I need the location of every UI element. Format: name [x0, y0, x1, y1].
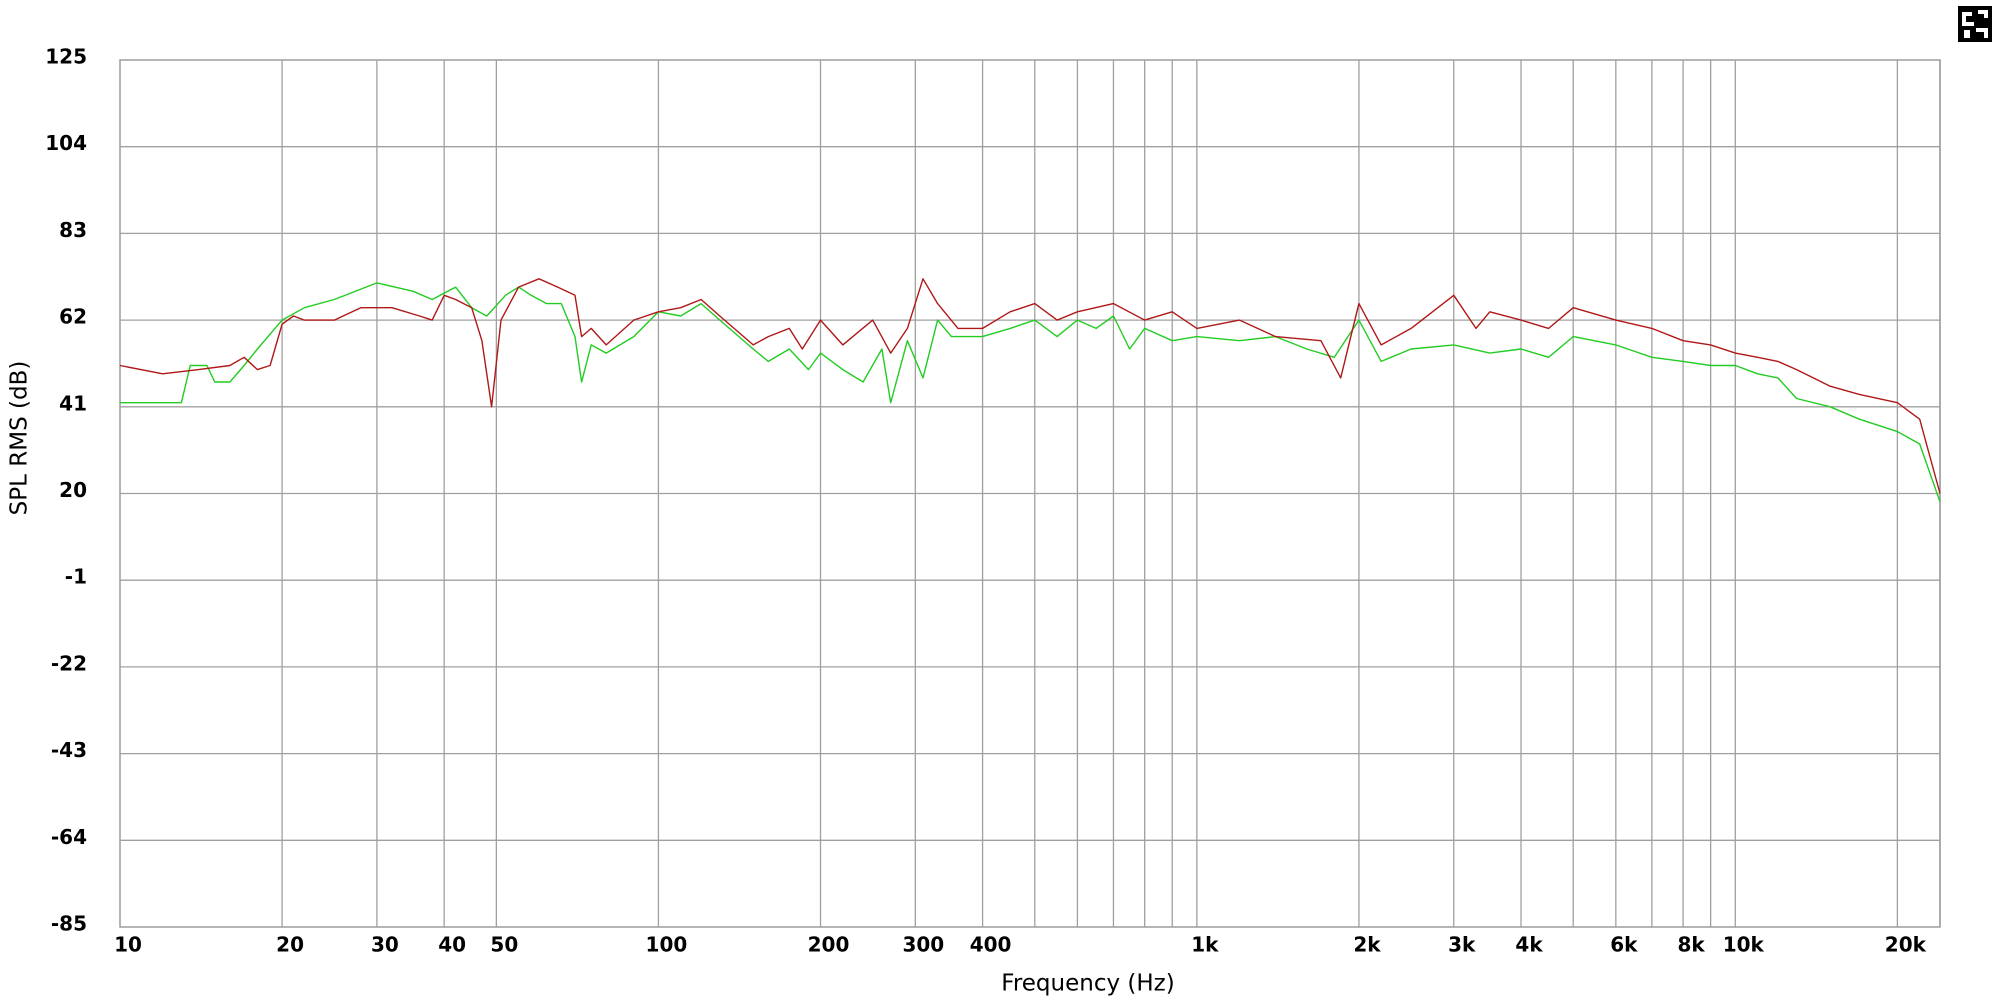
y-tick-label: -43 [51, 738, 87, 762]
y-tick-label: 104 [45, 131, 87, 155]
y-axis-title: SPL RMS (dB) [7, 361, 33, 516]
x-tick-label: 40 [438, 933, 466, 957]
y-tick-label: 41 [59, 391, 87, 415]
x-tick-label: 6k [1610, 933, 1638, 957]
y-tick-label: 83 [59, 218, 87, 242]
series-line [119, 278, 1941, 494]
x-tick-label: 2k [1353, 933, 1381, 957]
x-tick-label: 100 [646, 933, 688, 957]
x-tick-label: 20k [1885, 933, 1927, 957]
x-tick-label: 30 [371, 933, 399, 957]
corner-icon [1958, 6, 1992, 42]
series-line [120, 282, 1941, 503]
x-tick-label: 8k [1677, 933, 1705, 957]
y-tick-label: 62 [59, 305, 87, 329]
y-tick-label: 125 [45, 45, 87, 69]
y-tick-label: 20 [59, 478, 87, 502]
x-tick-label: 10k [1723, 933, 1765, 957]
y-tick-label: -85 [51, 912, 87, 936]
x-tick-label: 1k [1191, 933, 1219, 957]
x-axis-title: Frequency (Hz) [1001, 971, 1174, 997]
x-tick-label: 200 [808, 933, 850, 957]
x-tick-label: 400 [970, 933, 1012, 957]
y-tick-label: -1 [65, 565, 87, 589]
x-tick-label: 50 [490, 933, 518, 957]
x-tick-label: 20 [276, 933, 304, 957]
y-tick-label: -22 [51, 651, 87, 675]
x-tick-label: 300 [902, 933, 944, 957]
x-tick-label: 10 [114, 933, 142, 957]
y-tick-label: -64 [51, 825, 87, 849]
x-tick-label: 3k [1448, 933, 1476, 957]
x-tick-label: 4k [1515, 933, 1543, 957]
